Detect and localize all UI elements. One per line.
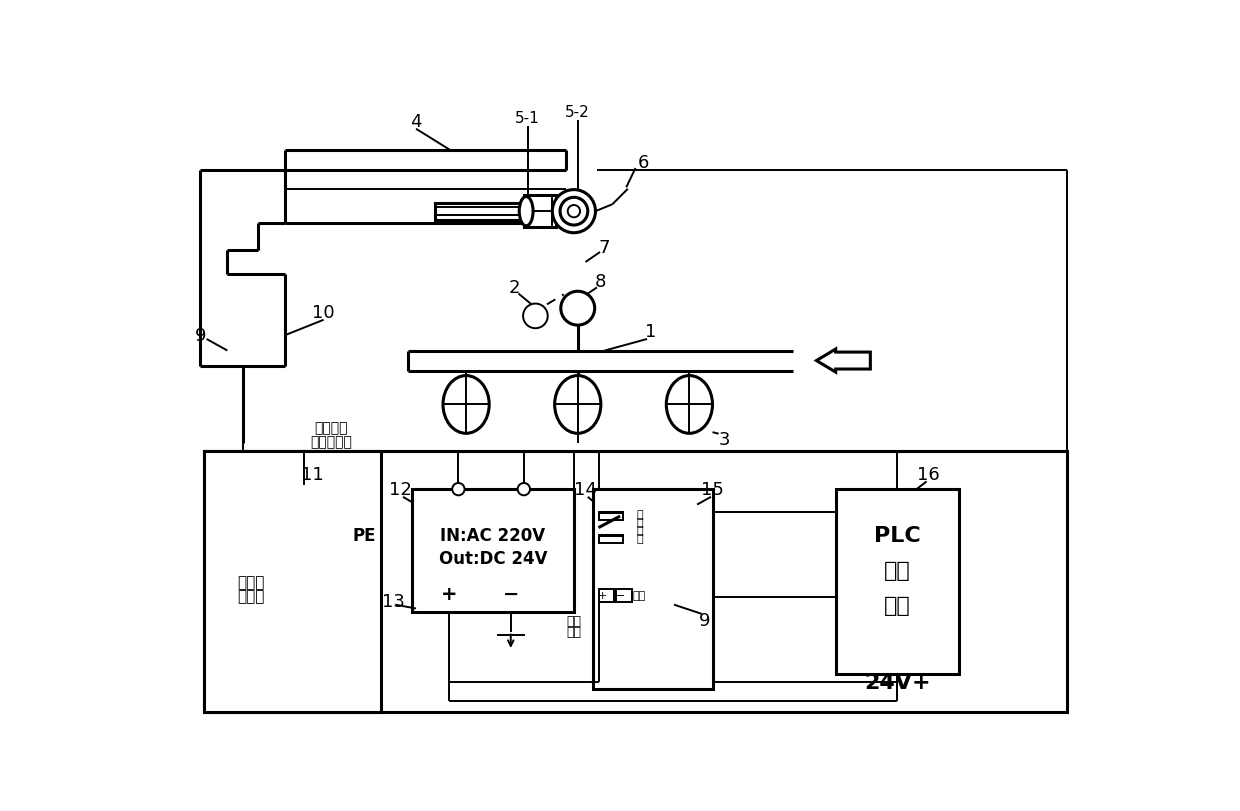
Text: 接至: 接至 bbox=[567, 614, 582, 627]
Text: 开: 开 bbox=[636, 517, 642, 528]
Text: 接地线至: 接地线至 bbox=[315, 421, 348, 435]
Text: IN:AC 220V: IN:AC 220V bbox=[440, 526, 546, 545]
FancyArrow shape bbox=[816, 350, 870, 372]
Circle shape bbox=[523, 304, 548, 328]
Text: 主电室: 主电室 bbox=[237, 574, 264, 590]
Bar bbox=[523, 195, 557, 228]
Circle shape bbox=[568, 206, 580, 218]
Bar bbox=[435, 204, 523, 221]
Text: 16: 16 bbox=[916, 466, 940, 483]
Text: 14: 14 bbox=[574, 481, 596, 499]
Circle shape bbox=[517, 483, 529, 496]
Text: 9: 9 bbox=[699, 611, 711, 629]
Text: +: + bbox=[441, 584, 458, 603]
Text: 2: 2 bbox=[508, 279, 521, 297]
Text: 12: 12 bbox=[389, 481, 412, 499]
Ellipse shape bbox=[554, 376, 601, 434]
Ellipse shape bbox=[666, 376, 713, 434]
Text: +: + bbox=[598, 590, 608, 601]
Text: Out:DC 24V: Out:DC 24V bbox=[439, 550, 547, 568]
Text: 主电室地排: 主电室地排 bbox=[310, 435, 352, 448]
Ellipse shape bbox=[443, 376, 490, 434]
Text: 10: 10 bbox=[312, 303, 335, 322]
Bar bbox=[205, 451, 382, 713]
Text: 输入: 输入 bbox=[884, 560, 910, 581]
Text: PLC: PLC bbox=[874, 526, 920, 546]
Text: 3: 3 bbox=[718, 431, 730, 448]
Text: 常: 常 bbox=[636, 509, 642, 519]
Text: −: − bbox=[616, 590, 625, 601]
Text: 9: 9 bbox=[195, 327, 206, 345]
Text: 7: 7 bbox=[599, 238, 610, 256]
Bar bbox=[599, 513, 624, 521]
Bar bbox=[599, 590, 614, 602]
Bar bbox=[599, 536, 624, 543]
Text: 接: 接 bbox=[636, 526, 642, 535]
Text: 地排: 地排 bbox=[567, 625, 582, 638]
Bar bbox=[616, 590, 631, 602]
Bar bbox=[836, 490, 959, 674]
Text: 4: 4 bbox=[410, 113, 422, 131]
Text: PE: PE bbox=[352, 526, 376, 545]
Text: 5-1: 5-1 bbox=[516, 111, 541, 127]
Text: 点: 点 bbox=[636, 533, 642, 543]
Ellipse shape bbox=[520, 197, 533, 226]
Bar bbox=[258, 496, 366, 511]
Circle shape bbox=[560, 292, 595, 326]
Text: 接地排: 接地排 bbox=[237, 588, 264, 603]
Text: 5-2: 5-2 bbox=[565, 105, 590, 120]
Text: 13: 13 bbox=[382, 592, 404, 610]
Text: 模板: 模板 bbox=[884, 595, 910, 615]
Bar bbox=[593, 490, 713, 689]
Bar bbox=[412, 490, 574, 612]
Bar bbox=[205, 451, 1066, 713]
Circle shape bbox=[453, 483, 465, 496]
Text: 线圈: 线圈 bbox=[632, 590, 646, 601]
Text: −: − bbox=[502, 584, 520, 603]
Circle shape bbox=[560, 198, 588, 225]
Text: 6: 6 bbox=[637, 154, 649, 172]
Text: 15: 15 bbox=[701, 481, 724, 499]
Text: 24V+: 24V+ bbox=[864, 672, 930, 692]
Text: 11: 11 bbox=[301, 466, 324, 483]
Circle shape bbox=[552, 191, 595, 234]
Text: 8: 8 bbox=[595, 273, 606, 291]
Text: 1: 1 bbox=[645, 323, 657, 341]
